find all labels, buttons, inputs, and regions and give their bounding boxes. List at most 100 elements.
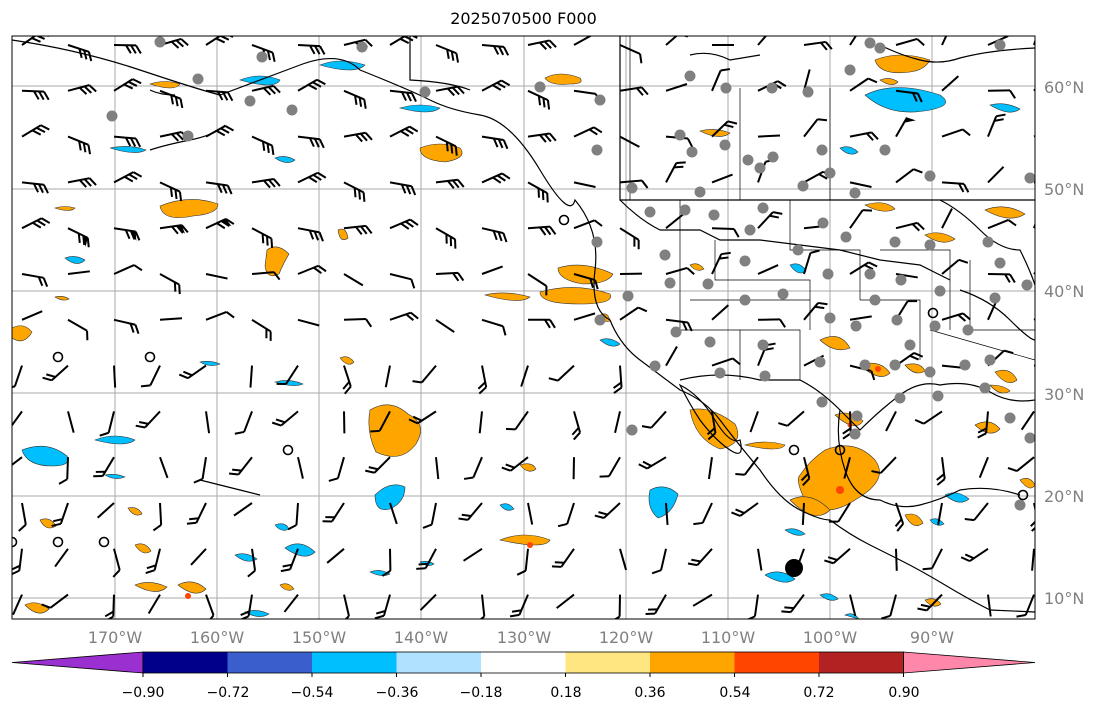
colorbar-tick-labels: −0.90 −0.72 −0.54 −0.36 −0.18 0.18 0.36 … bbox=[122, 685, 920, 701]
wind-barb-icon bbox=[964, 502, 989, 522]
station-dot-icon bbox=[924, 366, 936, 378]
station-dot-icon bbox=[591, 236, 603, 248]
wind-barb-icon bbox=[757, 318, 786, 328]
wind-barb-icon bbox=[21, 217, 51, 230]
wind-barb-icon bbox=[343, 181, 366, 202]
wind-barb-icon bbox=[67, 44, 93, 62]
wind-barb-icon bbox=[687, 548, 713, 567]
wind-barb-icon bbox=[731, 502, 759, 517]
wind-barb-icon bbox=[612, 365, 623, 394]
wind-barb-icon bbox=[757, 134, 781, 138]
wind-barb-icon bbox=[205, 217, 235, 230]
wind-barb-icon bbox=[113, 318, 140, 334]
station-dot-icon bbox=[979, 382, 991, 394]
colorbar-frame bbox=[142, 651, 904, 674]
wind-barb-icon bbox=[551, 548, 575, 568]
wind-barb-icon bbox=[251, 177, 281, 189]
lon-label: 170°W bbox=[88, 628, 143, 647]
wind-barb-icon bbox=[936, 457, 946, 486]
wind-barb-icon bbox=[573, 219, 603, 230]
wind-barb-icon bbox=[297, 456, 304, 479]
wind-barb-icon bbox=[477, 365, 488, 395]
station-dot-icon bbox=[816, 144, 828, 156]
lat-label: 10°N bbox=[1044, 589, 1084, 608]
colorbar-segment bbox=[650, 652, 735, 673]
calm-circle-icon bbox=[144, 351, 156, 363]
station-dot-icon bbox=[720, 82, 732, 94]
wind-barb-icon bbox=[987, 113, 1006, 137]
wind-barb-icon bbox=[152, 502, 163, 532]
wind-barb-icon bbox=[389, 36, 418, 46]
wind-barb-icon bbox=[849, 77, 878, 92]
wind-barb-icon bbox=[895, 89, 923, 103]
station-dot-icon bbox=[626, 424, 638, 436]
calm-circle-icon bbox=[558, 214, 570, 226]
wind-barb-icon bbox=[619, 179, 649, 189]
station-dot-icon bbox=[850, 320, 862, 332]
wind-barb-icon bbox=[12, 456, 23, 472]
wind-barb-icon bbox=[711, 120, 738, 138]
lon-label: 140°W bbox=[394, 628, 449, 647]
station-dot-icon bbox=[851, 410, 863, 422]
wind-barb-icon bbox=[99, 411, 115, 437]
station-dot-icon bbox=[822, 268, 834, 280]
calm-circle-icon bbox=[12, 536, 18, 548]
calm-circle-icon bbox=[52, 536, 64, 548]
wind-barb-icon bbox=[849, 131, 879, 141]
wind-barb-icon bbox=[435, 135, 458, 156]
station-dot-icon bbox=[895, 274, 907, 286]
wind-barb-icon bbox=[800, 456, 811, 487]
wind-barb-icon bbox=[419, 593, 437, 611]
wind-barb-icon bbox=[619, 44, 643, 64]
wind-barb-icon bbox=[96, 502, 115, 519]
wind-barb-icon bbox=[365, 456, 391, 474]
wind-barb-icon bbox=[849, 181, 872, 188]
wind-barb-icon bbox=[21, 181, 49, 194]
station-dot-icon bbox=[792, 244, 804, 256]
lat-label: 30°N bbox=[1044, 385, 1084, 404]
wind-barb-icon bbox=[665, 266, 695, 275]
wind-barb-icon bbox=[54, 548, 69, 568]
wind-barb-icon bbox=[849, 261, 878, 275]
wind-barb-icon bbox=[803, 249, 820, 275]
station-dot-icon bbox=[702, 278, 714, 290]
station-dot-icon bbox=[989, 292, 1001, 304]
wind-barb-icon bbox=[41, 593, 69, 609]
station-dot-icon bbox=[1024, 432, 1035, 444]
wind-barb-icon bbox=[113, 171, 143, 184]
wind-barb-icon bbox=[611, 594, 621, 619]
station-dot-icon bbox=[670, 326, 682, 338]
wind-barb-icon bbox=[389, 273, 416, 289]
wind-barb-icon bbox=[1031, 548, 1035, 571]
wind-barb-icon bbox=[745, 594, 759, 619]
station-dot-icon bbox=[984, 354, 996, 366]
negative-anomaly-areas bbox=[21, 60, 1021, 619]
wind-barb-icon bbox=[140, 365, 161, 388]
wind-barb-icon bbox=[18, 502, 27, 532]
station-dot-icon bbox=[757, 202, 769, 214]
wind-barb-icon bbox=[960, 547, 989, 563]
wind-barb-icon bbox=[711, 173, 733, 184]
station-dot-icon bbox=[192, 73, 204, 85]
wind-barb-icon bbox=[757, 548, 763, 571]
calm-circle-icon bbox=[788, 444, 800, 456]
wind-barb-icon bbox=[781, 593, 805, 614]
wind-barb-icon bbox=[665, 161, 686, 183]
wind-barb-icon bbox=[803, 301, 828, 321]
station-dot-icon bbox=[859, 359, 871, 371]
wind-barb-icon bbox=[389, 502, 398, 525]
calm-circle-icon bbox=[1017, 489, 1029, 501]
station-dot-icon bbox=[659, 249, 671, 261]
colorbar-extend-low bbox=[11, 651, 144, 674]
map-title: 2025070500 F000 bbox=[450, 9, 597, 28]
station-dot-icon bbox=[982, 236, 994, 248]
station-dot-icon bbox=[679, 204, 691, 216]
wind-barb-icon bbox=[941, 36, 953, 46]
wind-barb-icon bbox=[67, 227, 90, 248]
lat-label: 60°N bbox=[1044, 78, 1084, 97]
wind-barb-icon bbox=[280, 548, 299, 573]
wind-barb-icon bbox=[297, 135, 325, 149]
wind-barb-icon bbox=[619, 548, 628, 571]
wind-barb-icon bbox=[113, 44, 142, 54]
